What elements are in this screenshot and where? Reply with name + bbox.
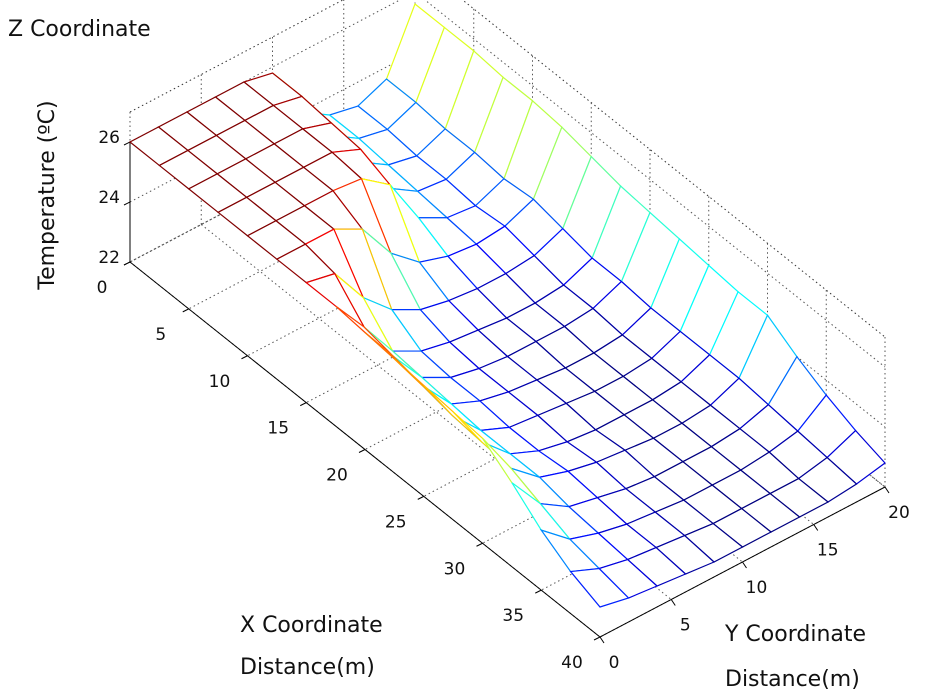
x-tick-label: 40 [561, 653, 583, 673]
x-tick [418, 496, 424, 499]
z-tick-label: 24 [98, 188, 120, 208]
x-tick-label: 5 [155, 325, 166, 345]
x-tick [183, 309, 189, 312]
x-tick-label: 20 [326, 466, 348, 486]
z-tick [124, 202, 130, 205]
y-tick-label: 10 [746, 578, 768, 598]
z-tick [124, 142, 130, 145]
x-tick [594, 637, 600, 640]
y-axis-label: Y Coordinate [724, 622, 866, 647]
x-tick [242, 356, 248, 359]
y-tick-label: 15 [817, 541, 839, 561]
chart: Z Coordinate Temperature (ºC) X Coordina… [0, 0, 929, 694]
y-tick [600, 637, 604, 643]
x-tick-label: 30 [444, 559, 466, 579]
y-tick-label: 0 [609, 653, 620, 673]
x-axis-label: X Coordinate [240, 613, 383, 638]
y-tick [671, 600, 675, 606]
x-tick [535, 590, 541, 593]
y-axis-label-unit: Distance(m) [725, 667, 860, 692]
x-tick [477, 543, 483, 546]
x-tick [300, 403, 306, 406]
x-tick [359, 450, 365, 453]
x-axis-label-unit: Distance(m) [240, 655, 375, 680]
y-tick [814, 525, 818, 531]
chart-title: Z Coordinate [8, 17, 151, 42]
x-tick-label: 35 [502, 606, 524, 626]
y-tick-label: 20 [888, 503, 910, 523]
z-tick [124, 262, 130, 265]
z-tick-label: 26 [98, 128, 120, 148]
x-tick-label: 0 [97, 278, 108, 298]
x-tick-label: 25 [385, 512, 407, 532]
y-tick [743, 562, 747, 568]
z-axis-label: Temperature (ºC) [35, 100, 60, 290]
y-tick-label: 5 [680, 616, 691, 636]
x-tick-label: 10 [209, 372, 231, 392]
x-tick-label: 15 [267, 419, 289, 439]
y-tick [885, 487, 889, 493]
z-tick-label: 22 [98, 248, 120, 268]
